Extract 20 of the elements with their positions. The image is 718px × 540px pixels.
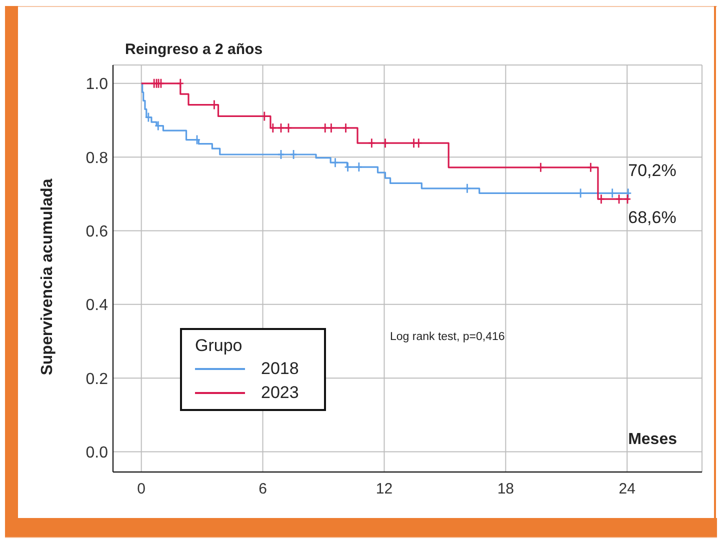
x-tick-label: 0 (137, 480, 146, 498)
y-tick-label: 0.6 (86, 223, 108, 240)
x-tick-label: 18 (497, 480, 514, 498)
y-tick-label: 0.4 (86, 297, 108, 314)
x-tick-label: 12 (376, 480, 393, 498)
x-tick-label: 6 (258, 480, 267, 498)
annotation: Log rank test, p=0,416 (390, 331, 505, 343)
annotation: 68,6% (628, 207, 676, 230)
chart-title: Reingreso a 2 años (125, 41, 263, 58)
legend-title: Grupo (195, 335, 244, 357)
y-tick-label: 1.0 (86, 76, 108, 94)
y-axis-title: Supervivencia acumulada (39, 178, 57, 376)
y-tick-label: 0.2 (86, 370, 108, 388)
y-tick-label: 0.8 (86, 150, 108, 167)
x-tick-label: 24 (618, 480, 636, 498)
x-axis-title: Meses (628, 431, 677, 449)
annotation: 70,2% (628, 160, 676, 182)
legend-label: 2023 (261, 382, 299, 404)
legend-label: 2018 (261, 358, 299, 380)
y-tick-label: 0.0 (86, 444, 108, 462)
